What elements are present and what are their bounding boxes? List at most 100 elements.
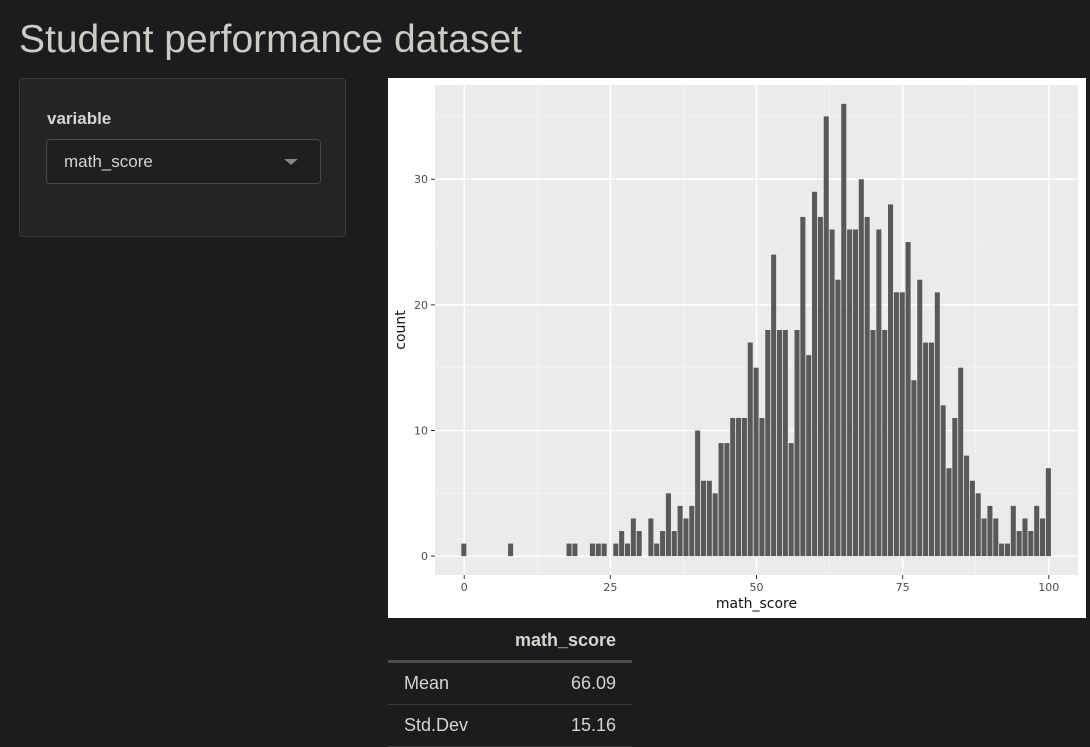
- sidebar-panel: variable math_score: [19, 78, 346, 237]
- variable-select-value: math_score: [64, 152, 153, 171]
- histogram-bar: [969, 480, 975, 557]
- histogram-bar: [776, 330, 783, 557]
- row-value: 66.09: [490, 661, 632, 705]
- page-title: Student performance dataset: [19, 18, 522, 61]
- histogram-bar: [934, 292, 940, 557]
- histogram-bar: [1010, 505, 1016, 557]
- histogram-bar: [718, 443, 724, 557]
- histogram-bar: [660, 531, 666, 557]
- histogram-bar: [864, 216, 870, 557]
- x-axis-label: math_score: [716, 596, 797, 612]
- histogram-bar: [946, 468, 952, 557]
- histogram-bar: [736, 417, 742, 557]
- histogram-bar: [1028, 531, 1034, 557]
- histogram-bar: [566, 543, 572, 557]
- table-header-cell: [388, 620, 491, 663]
- histogram-bar: [589, 543, 595, 557]
- histogram-bar: [630, 518, 636, 557]
- variable-label: variable: [47, 109, 112, 128]
- histogram-bar: [940, 405, 946, 557]
- chevron-down-icon[interactable]: [284, 159, 298, 165]
- y-axis-label: count: [393, 310, 409, 350]
- table-header-row: math_score: [388, 620, 632, 663]
- histogram-bar: [923, 342, 929, 557]
- table-row: Std.Dev 15.16: [388, 704, 632, 747]
- histogram-bar: [624, 543, 631, 557]
- x-tick-label: 50: [750, 581, 764, 594]
- row-label: Std.Dev: [388, 704, 491, 747]
- histogram-bar: [888, 204, 894, 557]
- histogram-bar: [747, 342, 753, 557]
- histogram-bar: [1022, 518, 1028, 557]
- histogram-bar: [782, 330, 788, 557]
- histogram-bar: [847, 229, 853, 557]
- histogram-bar: [648, 518, 654, 557]
- histogram-bar: [841, 103, 847, 557]
- histogram-bar: [905, 242, 911, 557]
- histogram-bar: [601, 543, 607, 557]
- histogram-bar: [671, 531, 677, 557]
- histogram-bar: [806, 355, 812, 557]
- histogram-bar: [964, 455, 970, 557]
- histogram-bar: [975, 493, 981, 557]
- histogram-bar: [1004, 543, 1010, 557]
- histogram-bar: [759, 417, 765, 557]
- histogram-bar: [677, 505, 683, 557]
- histogram-bar: [461, 543, 467, 557]
- histogram-bar: [899, 292, 905, 557]
- histogram-plot: 0 25 50 75 100 0 10 20 30 math_score count: [388, 78, 1086, 618]
- histogram-bar: [981, 518, 987, 557]
- histogram-bar: [654, 543, 660, 557]
- histogram-bar: [1034, 505, 1040, 557]
- row-label: Mean: [388, 661, 491, 705]
- histogram-bar: [958, 367, 964, 557]
- x-tick-label: 75: [896, 581, 910, 594]
- histogram-bar: [724, 443, 730, 557]
- histogram-bar: [858, 179, 864, 557]
- histogram-bar: [595, 543, 601, 557]
- histogram-bar: [911, 380, 917, 557]
- histogram-bar: [706, 480, 712, 557]
- x-tick-label: 0: [461, 581, 468, 594]
- x-tick-label: 25: [603, 581, 617, 594]
- row-value: 15.16: [490, 704, 632, 747]
- histogram-bar: [882, 330, 888, 557]
- y-tick-label: 0: [421, 550, 428, 563]
- histogram-bar: [993, 518, 999, 557]
- histogram-bar: [712, 493, 718, 557]
- histogram-bar: [870, 330, 876, 557]
- histogram-bar: [695, 430, 701, 557]
- y-tick-label: 10: [414, 425, 428, 438]
- histogram-bar: [636, 531, 642, 557]
- histogram-bar: [952, 417, 958, 557]
- histogram-bar: [765, 330, 771, 557]
- histogram-bar: [1016, 531, 1022, 557]
- histogram-bar: [741, 417, 747, 557]
- histogram-bar: [812, 191, 818, 557]
- y-tick-label: 30: [414, 173, 428, 186]
- histogram-bar: [823, 116, 829, 557]
- histogram-bar: [619, 531, 625, 557]
- x-tick-label: 100: [1038, 581, 1059, 594]
- histogram-svg: 0 25 50 75 100 0 10 20 30 math_score count: [393, 85, 1078, 612]
- histogram-bar: [788, 443, 794, 557]
- histogram-bar: [1045, 468, 1051, 557]
- histogram-bar: [835, 279, 841, 557]
- histogram-bar: [572, 543, 578, 557]
- histogram-bar: [928, 342, 934, 557]
- histogram-bar: [800, 216, 806, 557]
- histogram-bar: [1040, 518, 1046, 557]
- variable-select[interactable]: math_score: [46, 139, 321, 184]
- histogram-bar: [917, 279, 923, 557]
- histogram-bar: [683, 518, 689, 557]
- summary-stats-table: math_score Mean 66.09 Std.Dev 15.16: [388, 620, 632, 747]
- histogram-bar: [730, 417, 736, 557]
- histogram-bar: [771, 254, 777, 557]
- histogram-bar: [753, 367, 759, 557]
- histogram-bar: [876, 229, 882, 557]
- histogram-bar: [689, 505, 695, 557]
- histogram-bar: [893, 292, 899, 557]
- table-header-cell: math_score: [490, 620, 632, 663]
- histogram-bar: [508, 543, 514, 557]
- histogram-bar: [794, 330, 800, 557]
